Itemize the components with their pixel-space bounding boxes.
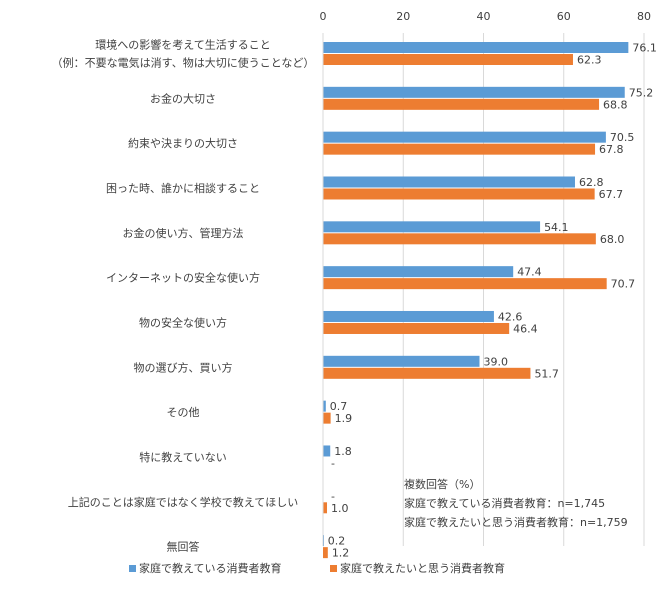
category-label: お金の使い方、管理方法: [123, 226, 244, 240]
data-label: 47.4: [517, 266, 542, 279]
data-label: 42.6: [498, 310, 523, 323]
bar-series-0-row-6: [323, 310, 494, 322]
x-tick-label: 40: [477, 10, 491, 23]
data-label: 46.4: [513, 322, 538, 335]
x-tick-label: 0: [320, 10, 327, 23]
bar-series-1-row-6: [323, 322, 510, 334]
category-label: 物の安全な使い方: [139, 315, 227, 329]
data-label: 1.9: [335, 412, 353, 425]
x-tick-label: 80: [637, 10, 651, 23]
data-label: 76.1: [632, 42, 657, 55]
category-labels: 環境への影響を考えて生活すること （例：不要な電気は消す、物は大切に使うことなど）…: [52, 38, 315, 554]
x-tick-label: 60: [557, 10, 571, 23]
x-axis-ticks: 0 20 40 60 80: [320, 10, 652, 23]
category-label: （例：不要な電気は消す、物は大切に使うことなど）: [52, 56, 315, 70]
bar-series-1-row-5: [323, 278, 607, 290]
bar-series-1-row-3: [323, 188, 595, 200]
annotation-n-want-teach: 家庭で教えたいと思う消費者教育：n=1,759: [404, 515, 628, 529]
bar-series-1-row-10: [323, 502, 328, 514]
category-label: 特に教えていない: [139, 450, 226, 464]
category-label: 環境への影響を考えて生活すること: [95, 38, 270, 52]
data-label: 70.5: [610, 131, 635, 144]
bar-series-1-row-4: [323, 233, 596, 245]
data-label-missing: -: [331, 490, 335, 503]
bar-series-0-row-7: [323, 355, 480, 367]
category-label: 上記のことは家庭ではなく学校で教えてほしい: [68, 495, 298, 509]
legend-label-series-0: 家庭で教えている消費者教育: [139, 561, 281, 575]
data-label: 1.2: [332, 547, 350, 560]
annotation-n-teaching: 家庭で教えている消費者教育：n=1,745: [404, 496, 605, 510]
data-label: 68.0: [600, 233, 625, 246]
bar-series-0-row-1: [323, 86, 625, 98]
data-label: 39.0: [483, 355, 508, 368]
data-label: 1.0: [331, 502, 349, 515]
category-label: インターネットの安全な使い方: [106, 271, 260, 285]
data-label: 67.8: [599, 143, 624, 156]
x-tick-label: 20: [396, 10, 410, 23]
bars: [323, 42, 629, 559]
data-label: 68.8: [603, 98, 628, 111]
bar-series-0-row-0: [323, 42, 629, 53]
legend: 家庭で教えている消費者教育 家庭で教えたいと思う消費者教育: [129, 561, 505, 575]
category-label: 約束や決まりの大切さ: [128, 136, 238, 150]
data-label: 54.1: [544, 221, 569, 234]
bar-series-1-row-2: [323, 143, 596, 155]
data-label: 75.2: [629, 86, 654, 99]
bar-series-0-row-5: [323, 266, 514, 278]
data-label-missing: -: [331, 457, 335, 470]
bar-series-1-row-8: [323, 412, 331, 424]
bar-series-1-row-11: [323, 547, 328, 559]
data-label: 0.7: [330, 400, 348, 413]
category-label: 無回答: [167, 540, 200, 554]
legend-swatch-series-1: [330, 565, 337, 572]
data-label: 51.7: [534, 367, 559, 380]
data-label: 70.7: [611, 278, 636, 291]
category-label: 物の選び方、買い方: [134, 360, 233, 374]
legend-label-series-1: 家庭で教えたいと思う消費者教育: [340, 561, 505, 575]
category-label: 困った時、誰かに相談すること: [106, 181, 260, 195]
category-label: お金の大切さ: [150, 91, 216, 105]
bar-series-0-row-9: [323, 445, 331, 457]
annotation-multi-answer: 複数回答（%）: [404, 477, 480, 491]
bar-series-1-row-7: [323, 367, 531, 379]
data-label: 1.8: [334, 445, 352, 458]
bar-series-1-row-1: [323, 98, 600, 110]
data-label: 0.2: [328, 535, 346, 548]
bar-series-0-row-3: [323, 176, 575, 188]
data-label: 67.7: [599, 188, 624, 201]
annotation-box: 複数回答（%） 家庭で教えている消費者教育：n=1,745 家庭で教えたいと思う…: [404, 477, 628, 529]
bar-series-0-row-4: [323, 221, 541, 233]
bar-series-0-row-8: [323, 400, 326, 412]
data-label: 62.8: [579, 176, 604, 189]
gridlines: [402, 33, 645, 546]
bar-series-0-row-2: [323, 131, 606, 143]
legend-swatch-series-0: [129, 565, 136, 572]
value-labels: 76.175.270.562.854.147.442.639.00.71.8-0…: [328, 42, 657, 560]
bar-series-1-row-0: [323, 54, 573, 65]
data-label: 62.3: [577, 54, 602, 67]
category-label: その他: [167, 406, 200, 419]
